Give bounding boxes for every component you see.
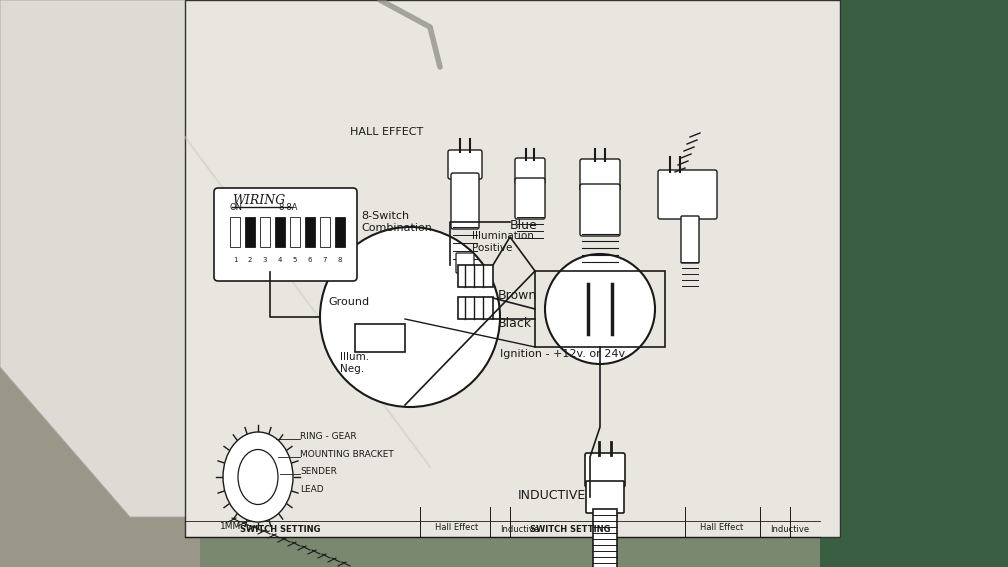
FancyBboxPatch shape — [305, 217, 314, 247]
FancyBboxPatch shape — [458, 297, 493, 319]
FancyBboxPatch shape — [580, 184, 620, 236]
Text: Black: Black — [498, 317, 532, 330]
Polygon shape — [580, 0, 840, 537]
Text: SWITCH SETTING: SWITCH SETTING — [240, 524, 321, 534]
FancyBboxPatch shape — [451, 173, 479, 229]
Text: HALL EFFECT: HALL EFFECT — [350, 127, 423, 137]
Text: RING - GEAR: RING - GEAR — [300, 432, 357, 441]
Text: SENDER: SENDER — [300, 467, 337, 476]
FancyBboxPatch shape — [448, 150, 482, 179]
Text: 8: 8 — [338, 257, 343, 263]
Polygon shape — [820, 0, 1008, 567]
Text: 1MM: 1MM — [220, 522, 241, 531]
Text: Inductive: Inductive — [500, 524, 539, 534]
Text: SWITCH SETTING: SWITCH SETTING — [530, 524, 611, 534]
Text: Inductive: Inductive — [770, 524, 809, 534]
Text: 8-8A: 8-8A — [278, 203, 297, 212]
Circle shape — [545, 254, 655, 364]
FancyBboxPatch shape — [230, 217, 240, 247]
Text: LEAD: LEAD — [300, 485, 324, 494]
Text: INDUCTIVE: INDUCTIVE — [518, 489, 587, 502]
Text: Illumination
Positive: Illumination Positive — [472, 231, 534, 253]
Text: Ignition - +12v. or 24v.: Ignition - +12v. or 24v. — [500, 349, 628, 359]
Text: 8-Switch
Combination: 8-Switch Combination — [361, 211, 431, 233]
Text: ON: ON — [230, 203, 243, 212]
FancyBboxPatch shape — [335, 217, 345, 247]
Text: Hall Effect: Hall Effect — [435, 523, 478, 531]
FancyBboxPatch shape — [681, 216, 699, 263]
Polygon shape — [200, 0, 820, 567]
Text: WIRING: WIRING — [232, 194, 285, 207]
Ellipse shape — [223, 432, 293, 522]
Text: 1: 1 — [233, 257, 237, 263]
Text: Ground: Ground — [328, 297, 369, 307]
Text: MOUNTING BRACKET: MOUNTING BRACKET — [300, 450, 394, 459]
Polygon shape — [185, 0, 840, 537]
FancyBboxPatch shape — [658, 170, 717, 219]
FancyBboxPatch shape — [580, 159, 620, 191]
FancyBboxPatch shape — [515, 178, 545, 219]
FancyBboxPatch shape — [355, 324, 405, 352]
FancyBboxPatch shape — [585, 453, 625, 487]
FancyBboxPatch shape — [275, 217, 285, 247]
FancyBboxPatch shape — [515, 158, 545, 184]
Text: Illum.
Neg.: Illum. Neg. — [340, 352, 369, 374]
FancyBboxPatch shape — [586, 481, 624, 513]
Text: Blue: Blue — [510, 219, 537, 232]
Text: 7: 7 — [323, 257, 328, 263]
Circle shape — [320, 227, 500, 407]
FancyBboxPatch shape — [320, 217, 330, 247]
Text: 5: 5 — [292, 257, 297, 263]
Text: Hall Effect: Hall Effect — [700, 523, 743, 531]
Text: 4: 4 — [278, 257, 282, 263]
FancyBboxPatch shape — [260, 217, 270, 247]
FancyBboxPatch shape — [593, 509, 617, 567]
FancyBboxPatch shape — [290, 217, 300, 247]
Text: 3: 3 — [263, 257, 267, 263]
FancyBboxPatch shape — [245, 217, 255, 247]
Ellipse shape — [238, 450, 278, 505]
Text: Brown: Brown — [498, 289, 537, 302]
FancyBboxPatch shape — [456, 253, 474, 273]
Text: 2: 2 — [248, 257, 252, 263]
FancyBboxPatch shape — [458, 265, 493, 287]
Polygon shape — [0, 0, 200, 567]
Text: 6: 6 — [307, 257, 312, 263]
Polygon shape — [0, 0, 390, 517]
FancyBboxPatch shape — [214, 188, 357, 281]
